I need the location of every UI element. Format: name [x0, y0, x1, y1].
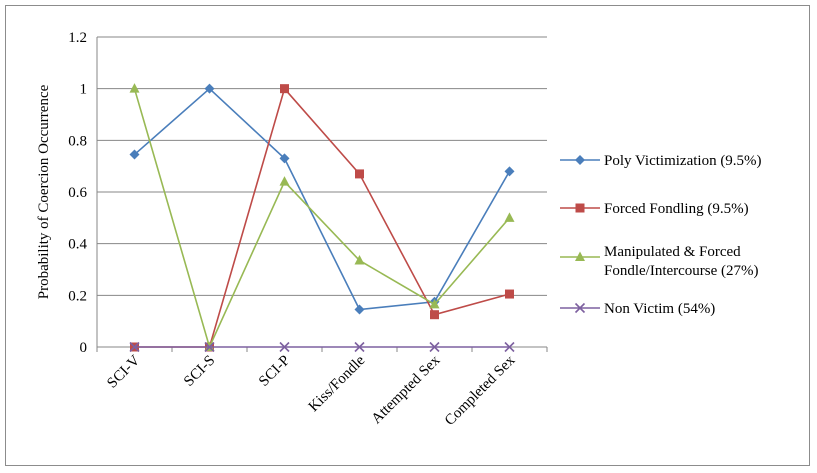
data-point — [280, 84, 289, 94]
legend-label: Forced Fondling (9.5%) — [604, 201, 749, 217]
data-point — [354, 304, 365, 315]
chart-frame — [5, 5, 810, 466]
data-point — [129, 83, 140, 93]
legend-label: Poly Victimization (9.5%) — [604, 153, 762, 169]
legend-marker — [575, 155, 585, 165]
x-tick-label: SCI-V — [104, 352, 143, 391]
data-point — [129, 341, 140, 353]
data-point — [354, 341, 365, 353]
y-tick-label: 0.4 — [68, 237, 87, 253]
data-point — [504, 166, 515, 177]
legend-marker — [575, 203, 585, 213]
data-point — [504, 341, 515, 353]
x-tick-label: Kiss/Fondle — [306, 352, 369, 415]
data-point — [204, 83, 215, 94]
legend-marker — [574, 302, 586, 314]
legend-label: Manipulated & Forced — [604, 244, 741, 260]
x-tick-label: Attempted Sex — [369, 352, 444, 427]
x-tick-label: SCI-P — [256, 353, 293, 390]
y-tick-label: 0.8 — [68, 133, 87, 149]
data-point — [505, 289, 514, 299]
data-point — [129, 149, 140, 160]
data-point — [354, 254, 365, 265]
x-tick-label: SCI-S — [181, 353, 218, 390]
y-tick-label: 0.2 — [68, 288, 87, 304]
y-tick-label: 0 — [80, 340, 88, 356]
x-tick-label: Completed Sex — [442, 352, 519, 429]
y-tick-label: 1 — [80, 82, 88, 98]
data-point — [355, 169, 364, 179]
data-point — [279, 153, 290, 164]
data-point — [430, 310, 439, 320]
series-line — [133, 87, 511, 311]
data-point — [504, 212, 515, 222]
y-axis-title: Probability of Coercion Occurrence — [36, 84, 52, 299]
data-point — [279, 341, 290, 353]
legend-label: Fondle/Intercourse (27%) — [604, 263, 759, 279]
y-tick-label: 1.2 — [68, 30, 87, 46]
data-point — [204, 341, 215, 353]
legend-marker — [575, 251, 585, 261]
data-point — [279, 176, 290, 186]
legend-label: Non Victim (54%) — [604, 301, 715, 317]
series-line — [133, 88, 511, 350]
data-point — [429, 341, 440, 353]
data-point — [429, 298, 440, 309]
series-line — [134, 87, 510, 348]
y-tick-label: 0.6 — [68, 185, 87, 201]
